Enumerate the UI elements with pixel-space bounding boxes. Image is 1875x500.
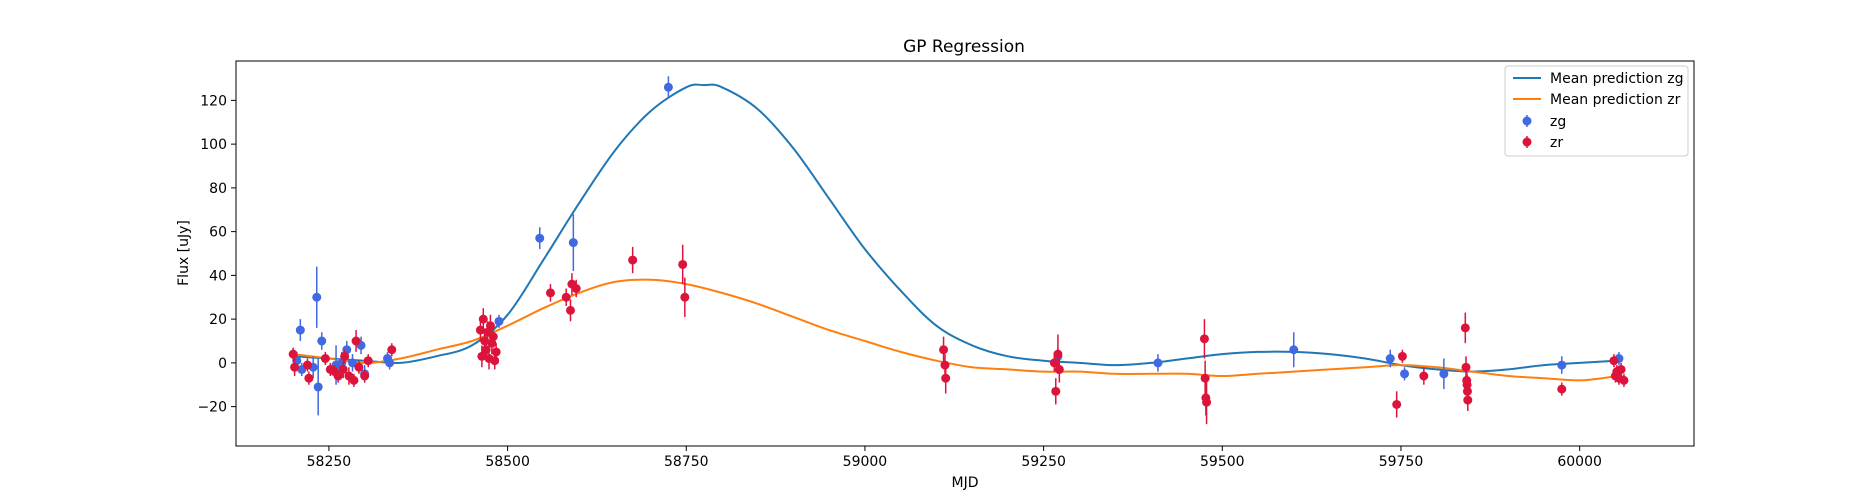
point-zg <box>535 233 545 243</box>
point-zr <box>1557 384 1567 394</box>
x-tick-label: 59250 <box>1021 454 1066 470</box>
point-zr <box>1392 399 1402 409</box>
point-zr <box>302 360 312 370</box>
legend-label-mean-zg: Mean prediction zg <box>1550 71 1684 87</box>
y-tick-label: 120 <box>200 93 227 109</box>
point-zr <box>680 292 690 302</box>
legend-label-mean-zr: Mean prediction zr <box>1550 92 1681 108</box>
point-zr <box>678 259 688 269</box>
point-zr <box>478 314 488 324</box>
point-zr <box>545 288 555 298</box>
point-zg <box>1289 345 1299 355</box>
x-tick-label: 59000 <box>843 454 888 470</box>
legend: Mean prediction zg Mean prediction zr zg… <box>1504 65 1689 157</box>
point-zg <box>663 82 673 92</box>
point-zr <box>1463 395 1473 405</box>
point-zr <box>288 349 298 359</box>
point-zr <box>1609 356 1619 366</box>
series-zr <box>288 244 1629 425</box>
point-zg <box>1439 369 1449 379</box>
point-zg <box>312 292 322 302</box>
point-zr <box>338 364 348 374</box>
point-zg <box>1557 360 1567 370</box>
point-zg <box>1153 358 1163 368</box>
x-tick-label: 58750 <box>664 454 709 470</box>
point-zg <box>568 238 578 248</box>
point-zr <box>290 362 300 372</box>
point-zr <box>1053 349 1063 359</box>
y-tick-label: 60 <box>209 225 227 241</box>
y-tick-label: 40 <box>209 268 227 284</box>
point-zr <box>490 356 500 366</box>
x-axis-label: MJD <box>952 475 979 491</box>
point-zr <box>340 351 350 361</box>
point-zr <box>1202 397 1212 407</box>
point-zr <box>628 255 638 265</box>
point-zg <box>317 336 327 346</box>
legend-box <box>1504 65 1689 157</box>
point-zr <box>488 332 498 342</box>
point-zg <box>1400 369 1410 379</box>
point-zr <box>351 336 361 346</box>
point-zg <box>313 382 323 392</box>
y-tick-label: 100 <box>200 137 227 153</box>
point-zr <box>354 362 364 372</box>
y-tick-label: −20 <box>197 400 227 416</box>
y-axis: −20 0 20 40 60 80 100 120 <box>197 93 236 416</box>
point-zr <box>1049 358 1059 368</box>
point-zr <box>491 347 501 357</box>
legend-marker-zr <box>1522 137 1532 147</box>
point-zr <box>363 356 373 366</box>
point-zg <box>385 358 395 368</box>
x-tick-label: 60000 <box>1557 454 1602 470</box>
point-zg <box>494 316 504 326</box>
point-zr <box>941 373 951 383</box>
y-axis-label: Flux [uJy] <box>176 220 192 286</box>
point-zr <box>304 373 314 383</box>
y-tick-label: 0 <box>218 356 227 372</box>
point-zr <box>1051 386 1061 396</box>
point-zr <box>333 371 343 381</box>
legend-marker-zg <box>1522 116 1532 126</box>
point-zr <box>1616 364 1626 374</box>
x-tick-label: 59750 <box>1379 454 1424 470</box>
point-zr <box>939 345 949 355</box>
point-zr <box>1619 375 1629 385</box>
point-zr <box>320 354 330 363</box>
point-zr <box>360 371 370 381</box>
mean-prediction-zg-line <box>293 83 1623 373</box>
legend-label-zg: zg <box>1550 114 1566 130</box>
point-zr <box>1397 351 1407 361</box>
x-tick-label: 58500 <box>485 454 530 470</box>
point-zr <box>1054 364 1064 374</box>
y-tick-label: 80 <box>209 181 227 197</box>
point-zg <box>295 325 305 335</box>
plot-area <box>288 76 1629 425</box>
x-axis: 58250 58500 58750 59000 59250 59500 59750 60000 <box>307 446 1602 470</box>
point-zr <box>477 351 487 361</box>
point-zr <box>387 345 397 355</box>
point-zr <box>349 375 359 385</box>
point-zr <box>1460 323 1470 333</box>
point-zr <box>571 284 581 293</box>
plot-frame <box>235 60 1695 447</box>
x-tick-label: 59500 <box>1200 454 1245 470</box>
data-points <box>288 76 1629 425</box>
prediction-lines <box>293 83 1624 382</box>
point-zr <box>1200 373 1210 383</box>
point-zr <box>1461 362 1471 372</box>
point-zr <box>1419 371 1429 381</box>
chart-title: GP Regression <box>903 37 1025 57</box>
legend-label-zr: zr <box>1550 135 1563 151</box>
point-zr <box>561 292 571 302</box>
point-zg <box>1385 354 1395 363</box>
point-zr <box>1199 334 1209 344</box>
point-zg <box>347 358 357 368</box>
mean-prediction-zr-line <box>293 278 1624 382</box>
point-zr <box>565 305 575 315</box>
x-tick-label: 58250 <box>307 454 352 470</box>
y-tick-label: 20 <box>209 312 227 328</box>
